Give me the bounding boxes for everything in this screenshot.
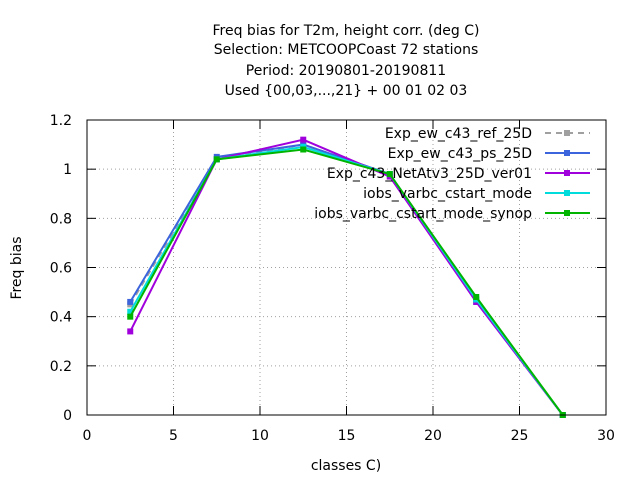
y-tick-label: 0 [63, 408, 72, 424]
y-axis-label: Freq bias [9, 236, 25, 299]
x-tick-label: 25 [511, 428, 529, 444]
legend-label: Exp_ew_c43_ref_25D [385, 126, 532, 142]
axis-ticks: 0 5 10 15 20 25 30 0 0.2 0.4 0.6 0.8 1 1.2 [50, 113, 615, 444]
y-tick-label: 0.6 [50, 261, 72, 277]
legend-marker [564, 150, 570, 156]
data-point [386, 171, 393, 178]
data-point [300, 146, 307, 153]
legend-marker [564, 130, 570, 136]
x-tick-label: 10 [251, 428, 269, 444]
data-point [473, 294, 480, 300]
y-tick-label: 1 [63, 162, 72, 178]
series-line [129, 138, 564, 416]
legend-entry: Exp_c43_NetAtv3_25D_ver01 [327, 166, 590, 182]
legend-label: Exp_c43_NetAtv3_25D_ver01 [327, 166, 532, 182]
legend-label: Exp_ew_c43_ps_25D [388, 146, 532, 162]
title-line-4: Used {00,03,...,21} + 00 01 02 03 [225, 83, 468, 99]
data-point [127, 308, 134, 315]
legend-marker [564, 190, 570, 196]
chart-title: Freq bias for T2m, height corr. (deg C) … [213, 23, 480, 99]
plot-frame [86, 119, 607, 416]
x-tick-label: 20 [424, 428, 442, 444]
series-line [129, 148, 564, 416]
legend-entry: iobs_varbc_cstart_mode [363, 186, 590, 202]
legend-marker [564, 170, 570, 176]
data-point [127, 328, 134, 335]
title-line-1: Freq bias for T2m, height corr. (deg C) [213, 23, 480, 39]
x-tick-label: 30 [597, 428, 615, 444]
legend-marker [564, 210, 570, 216]
y-tick-label: 1.2 [50, 113, 72, 129]
legend-entry: Exp_ew_c43_ps_25D [388, 146, 590, 162]
x-axis-label: classes C) [311, 458, 381, 474]
x-tick-label: 0 [83, 428, 92, 444]
legend-label: iobs_varbc_cstart_mode [363, 186, 532, 202]
legend: Exp_ew_c43_ref_25D Exp_ew_c43_ps_25D Exp_c… [314, 126, 590, 222]
data-point [300, 136, 307, 143]
data-point [213, 156, 220, 163]
grid [87, 120, 606, 415]
x-tick-label: 5 [169, 428, 178, 444]
y-tick-label: 0.8 [50, 211, 72, 227]
legend-entry: iobs_varbc_cstart_mode_synop [314, 206, 590, 222]
title-line-2: Selection: METCOOPCoast 72 stations [214, 42, 479, 58]
legend-entry: Exp_ew_c43_ref_25D [385, 126, 590, 142]
title-line-3: Period: 20190801-20190811 [246, 63, 446, 79]
legend-label: iobs_varbc_cstart_mode_synop [314, 206, 532, 222]
data-point [127, 298, 134, 305]
y-tick-label: 0.4 [50, 310, 72, 326]
data-point [127, 313, 134, 320]
y-tick-label: 0.2 [50, 359, 72, 375]
x-tick-label: 15 [338, 428, 356, 444]
